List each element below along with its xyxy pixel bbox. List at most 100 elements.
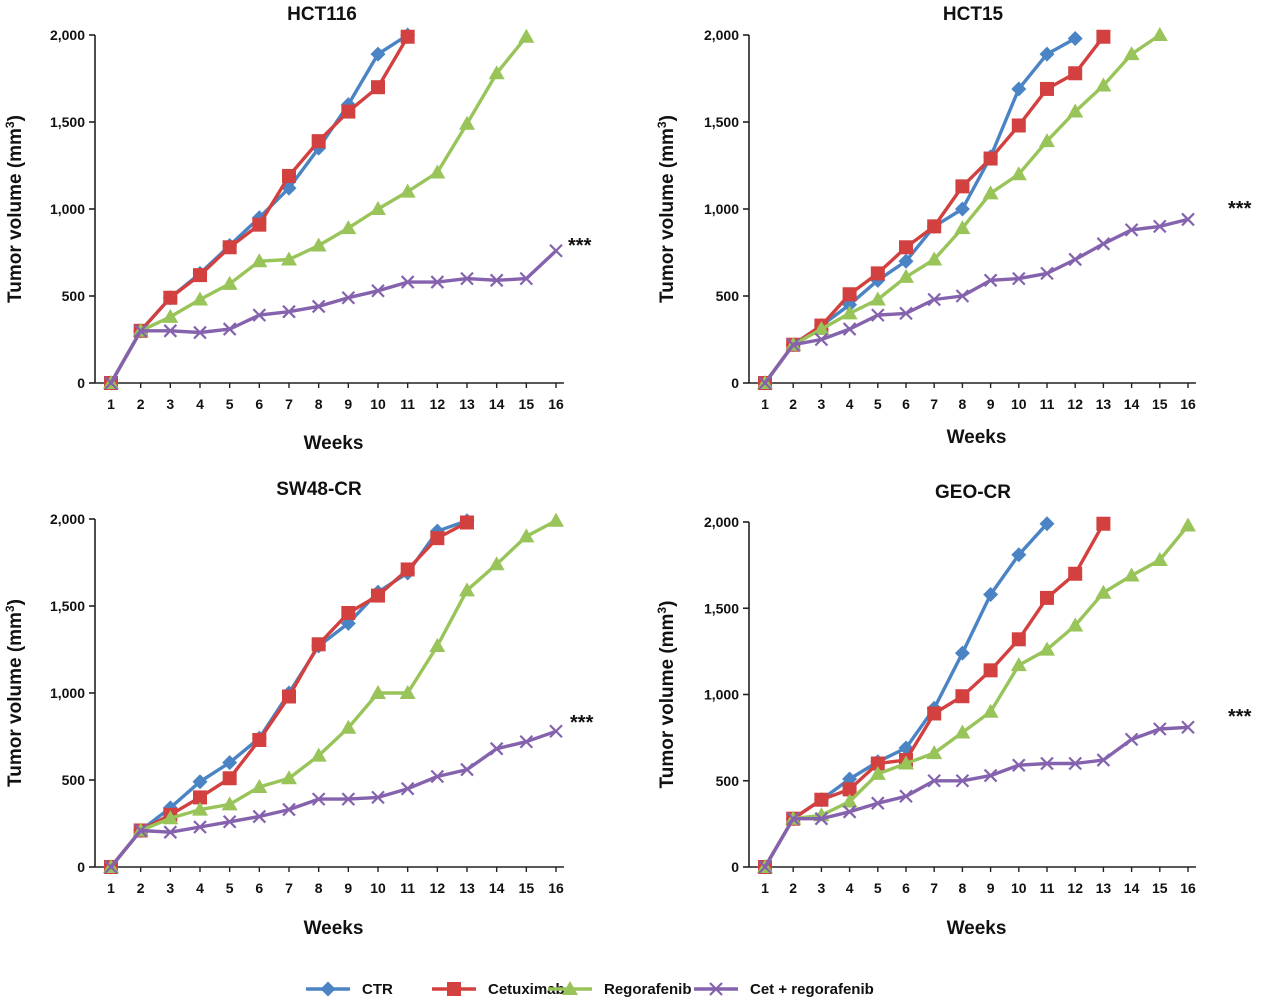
data-point	[814, 792, 829, 807]
data-point	[786, 811, 800, 826]
data-point	[954, 220, 971, 235]
data-point	[871, 308, 885, 322]
data-point	[222, 322, 237, 336]
data-point	[341, 104, 356, 119]
data-point	[954, 201, 970, 217]
y-tick-label: 1,500	[50, 598, 85, 614]
x-tick-label: 10	[1011, 396, 1027, 412]
data-point	[400, 275, 415, 289]
data-point	[518, 528, 535, 543]
legend-item-cetuximab: Cetuximab	[432, 981, 565, 998]
data-point	[340, 719, 357, 734]
data-point	[163, 290, 178, 305]
data-point	[842, 782, 857, 797]
series-line	[109, 249, 558, 385]
data-point	[926, 745, 943, 760]
data-point	[281, 770, 297, 785]
data-point	[1010, 657, 1027, 672]
x-tick-label: 1	[107, 880, 115, 896]
x-tick-label: 16	[1180, 396, 1196, 412]
significance-annotation: ***	[568, 235, 592, 257]
chart-title: HCT15	[943, 4, 1004, 25]
data-point	[870, 266, 885, 281]
series-regorafenib	[103, 512, 564, 873]
data-point	[1181, 720, 1195, 735]
data-point	[954, 645, 970, 661]
x-tick-label: 9	[344, 880, 352, 896]
series-cet-regorafenib	[758, 720, 1195, 874]
data-point	[1011, 118, 1026, 133]
x-tick-label: 11	[400, 396, 415, 412]
data-point	[281, 251, 297, 266]
data-point	[282, 689, 296, 704]
data-point	[341, 605, 356, 620]
x-tick-label: 6	[902, 396, 910, 412]
data-point	[758, 376, 772, 390]
x-tick-label: 2	[789, 880, 797, 896]
data-point	[869, 765, 886, 780]
chart-title: GEO-CR	[935, 482, 1011, 503]
data-point	[842, 322, 857, 336]
data-point	[1151, 27, 1168, 41]
data-point	[955, 689, 970, 704]
data-point	[311, 299, 326, 314]
data-point	[311, 134, 326, 149]
data-point	[813, 321, 830, 336]
data-point	[1067, 103, 1084, 118]
data-point	[1151, 551, 1168, 566]
data-point	[399, 183, 416, 198]
data-point	[982, 185, 999, 200]
x-axis-label: Weeks	[304, 918, 364, 939]
data-point	[983, 586, 999, 602]
x-tick-label: 14	[489, 880, 505, 896]
data-point	[1040, 590, 1054, 605]
data-point	[221, 275, 238, 290]
data-point	[549, 243, 563, 258]
x-tick-label: 15	[1152, 396, 1168, 412]
data-point	[193, 325, 207, 340]
x-tick-label: 7	[285, 396, 293, 412]
y-tick-label: 2,000	[50, 27, 85, 43]
data-point	[983, 663, 998, 678]
data-point	[1011, 547, 1027, 563]
data-point	[252, 217, 267, 232]
data-point	[162, 308, 179, 323]
data-point	[341, 792, 356, 806]
data-point	[222, 240, 237, 255]
x-tick-label: 12	[1067, 880, 1083, 896]
x-tick-label: 8	[315, 396, 323, 412]
x-tick-label: 5	[226, 880, 234, 896]
data-point	[1068, 756, 1082, 771]
data-point	[340, 220, 357, 235]
data-point	[133, 324, 148, 338]
data-point	[899, 789, 913, 804]
legend-label: Regorafenib	[604, 981, 692, 998]
data-point	[983, 151, 998, 166]
data-point	[1124, 732, 1139, 747]
x-tick-label: 15	[519, 880, 535, 896]
data-point	[898, 755, 914, 770]
chart-title: SW48-CR	[276, 479, 362, 500]
x-axis-label: Weeks	[304, 433, 364, 454]
data-point	[955, 773, 970, 788]
data-point	[370, 46, 386, 62]
data-point	[519, 271, 534, 286]
x-tick-label: 14	[1124, 880, 1140, 896]
data-point	[927, 773, 941, 788]
data-point	[400, 781, 415, 796]
x-tick-label: 2	[137, 396, 145, 412]
data-point	[310, 747, 327, 762]
x-tick-label: 7	[930, 396, 938, 412]
data-point	[371, 80, 385, 95]
data-point	[311, 637, 326, 652]
series-line	[763, 725, 1190, 869]
x-tick-label: 3	[818, 880, 826, 896]
x-tick-label: 13	[1096, 880, 1112, 896]
data-point	[1040, 266, 1054, 281]
data-point	[163, 324, 178, 338]
x-tick-label: 15	[519, 396, 535, 412]
data-point	[460, 271, 474, 286]
data-point	[898, 268, 914, 283]
y-axis-label: Tumor volume (mm3)	[655, 601, 678, 789]
data-point	[871, 796, 885, 810]
